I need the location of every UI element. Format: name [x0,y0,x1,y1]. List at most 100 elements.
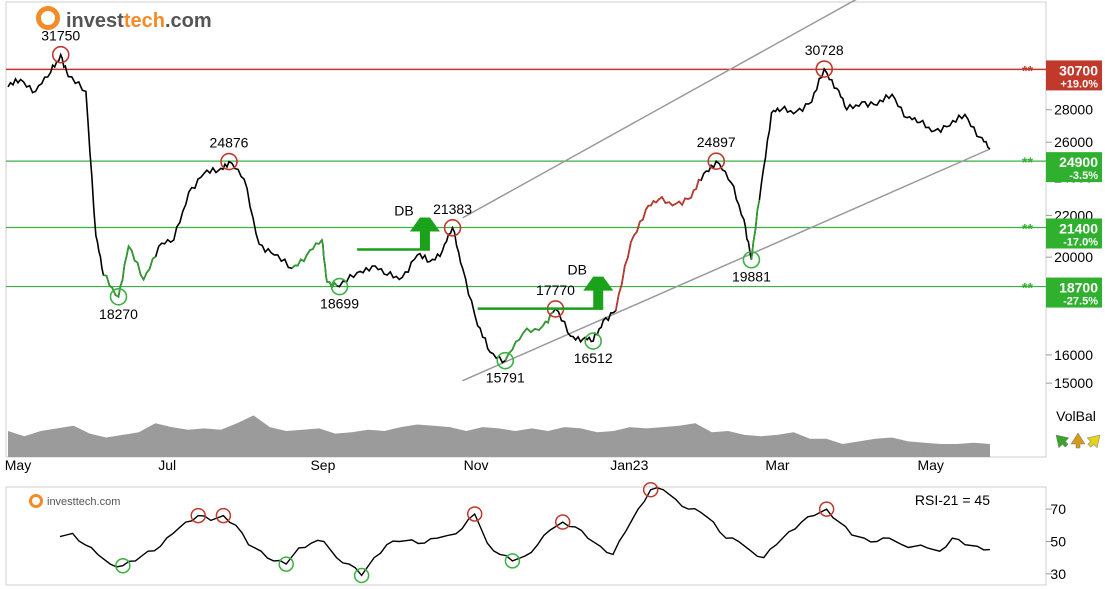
resistance-level-stars: ** [1022,62,1033,78]
pivot-label: 15791 [486,370,525,386]
logo-small-text: investtech.com [47,496,120,508]
rsi-panel-frame [5,486,1047,586]
investtech-logo-small: investtech.com [29,494,120,508]
pivot-label: 16512 [574,350,613,366]
volbal-legend: VolBal [1055,408,1101,449]
y-tick-label: 16000 [1054,347,1093,363]
rsi-oversold-marker [115,557,131,574]
support-level-value: 21400 [1059,220,1098,236]
rsi-overbought-marker [818,501,835,517]
support-level-badge [1046,218,1102,249]
x-tick-label: May [5,457,31,473]
pivot-label: 31750 [41,28,80,44]
bottom-pivot-marker [584,332,602,350]
volbal-arrow-shape [1086,434,1101,449]
top-pivot-marker [815,60,834,78]
svg-text:investtech.com: investtech.com [66,10,212,32]
channel-lower-line [462,148,991,382]
bottom-pivot-marker [109,287,128,306]
rsi-oversold-marker [504,553,521,569]
support-level-badge [1046,277,1102,308]
price-segment-sell [504,311,554,361]
time-axis-layer: May Jul Sep Nov Jan23 Mar May [5,452,944,473]
rsi-oversold-marker [278,556,294,572]
support-level-value: 18700 [1059,280,1098,296]
x-tick-label: Jan23 [610,457,648,473]
price-segment-buy [615,178,702,311]
pattern-markers-layer: DB DB [357,202,614,310]
support-resistance-layer [6,68,1046,288]
support-level-stars: ** [1022,154,1033,170]
x-tick-label: May [917,457,943,473]
x-tick-label: Sep [310,457,335,473]
price-segment-sell [103,244,157,299]
volbal-yellow-arrow-icon [1086,434,1101,449]
pivot-label: 17770 [536,282,575,298]
rsi-oversold-marker [353,567,370,584]
rsi-overbought-marker [554,514,571,530]
rsi-overbought-marker [466,506,483,522]
support-level-stars: ** [1022,220,1033,236]
logo-text-tld: .com [165,10,212,32]
y-tick-label: 15000 [1054,375,1093,391]
pivot-label: 18270 [99,306,138,322]
volbal-arrow-shape [1070,432,1086,449]
rsi-overbought-marker [190,507,206,524]
pivot-label: 30728 [805,42,844,58]
x-tick-label: Jul [158,457,176,473]
logo-small-inner-icon [32,497,40,505]
x-tick-label: Mar [765,457,789,473]
pivot-markers-layer: 31750 24876 21383 17770 24897 30728 18270 18699… [41,28,844,386]
bottom-pivot-marker [742,250,761,269]
pivot-label: 19881 [732,269,771,285]
rsi-y-tick-label: 50 [1050,533,1066,549]
rsi-layer: 30 50 70 RSI-21 = 45 [59,481,1066,584]
resistance-level-value: 30700 [1059,62,1098,78]
logo-mark-inner-icon [41,11,55,25]
rsi-overbought-marker [215,507,232,524]
top-pivot-marker [51,45,70,64]
investtech-logo: investtech.com [36,6,212,32]
price-segment-sell [750,199,761,260]
rsi-y-tick-label: 70 [1050,501,1066,517]
trend-channel-layer [462,0,991,382]
y-tick-label: 20000 [1054,249,1093,265]
support-level-value: 24900 [1059,154,1098,170]
x-tick-label: Nov [464,457,489,473]
level-badges-layer: ** 30700+19.0% ** 24900-3.5% ** 21400-17.0% **… [1022,60,1102,308]
volbal-green-arrow-icon [1055,434,1070,449]
rsi-y-tick-label: 30 [1050,566,1066,582]
pivot-label: 21383 [433,201,472,217]
support-level-badge [1046,152,1102,183]
top-pivot-marker [707,152,726,170]
logo-text-accent: tech [124,10,165,32]
rsi-title: RSI-21 = 45 [915,492,990,508]
rsi-line [59,486,991,577]
support-level-change: -27.5% [1063,296,1098,308]
y-tick-label: 26000 [1054,134,1093,150]
support-level-stars: ** [1022,280,1033,296]
pivot-label: 24876 [210,135,249,151]
y-tick-label: 28000 [1054,102,1093,118]
resistance-level-change: +19.0% [1060,78,1098,90]
resistance-level-badge [1046,60,1102,91]
pattern-buy-arrow-icon [409,217,440,250]
support-level-change: -3.5% [1069,170,1098,182]
top-pivot-marker [443,219,462,237]
price-segment-sell [291,238,338,290]
pivot-label: 18699 [320,296,359,312]
pattern-buy-arrow-icon [583,276,614,309]
support-level-change: -17.0% [1063,236,1098,248]
top-pivot-marker [220,152,238,171]
rsi-overbought-marker [642,481,659,498]
volume-area [8,415,990,457]
logo-text-main: invest [66,10,124,32]
bottom-pivot-marker [496,351,515,370]
volbal-label: VolBal [1056,408,1096,424]
volume-layer [8,415,990,457]
volbal-arrow-shape [1055,434,1070,449]
pattern-label: DB [394,202,413,218]
channel-upper-line [462,0,857,219]
volbal-orange-arrow-icon [1070,432,1086,449]
